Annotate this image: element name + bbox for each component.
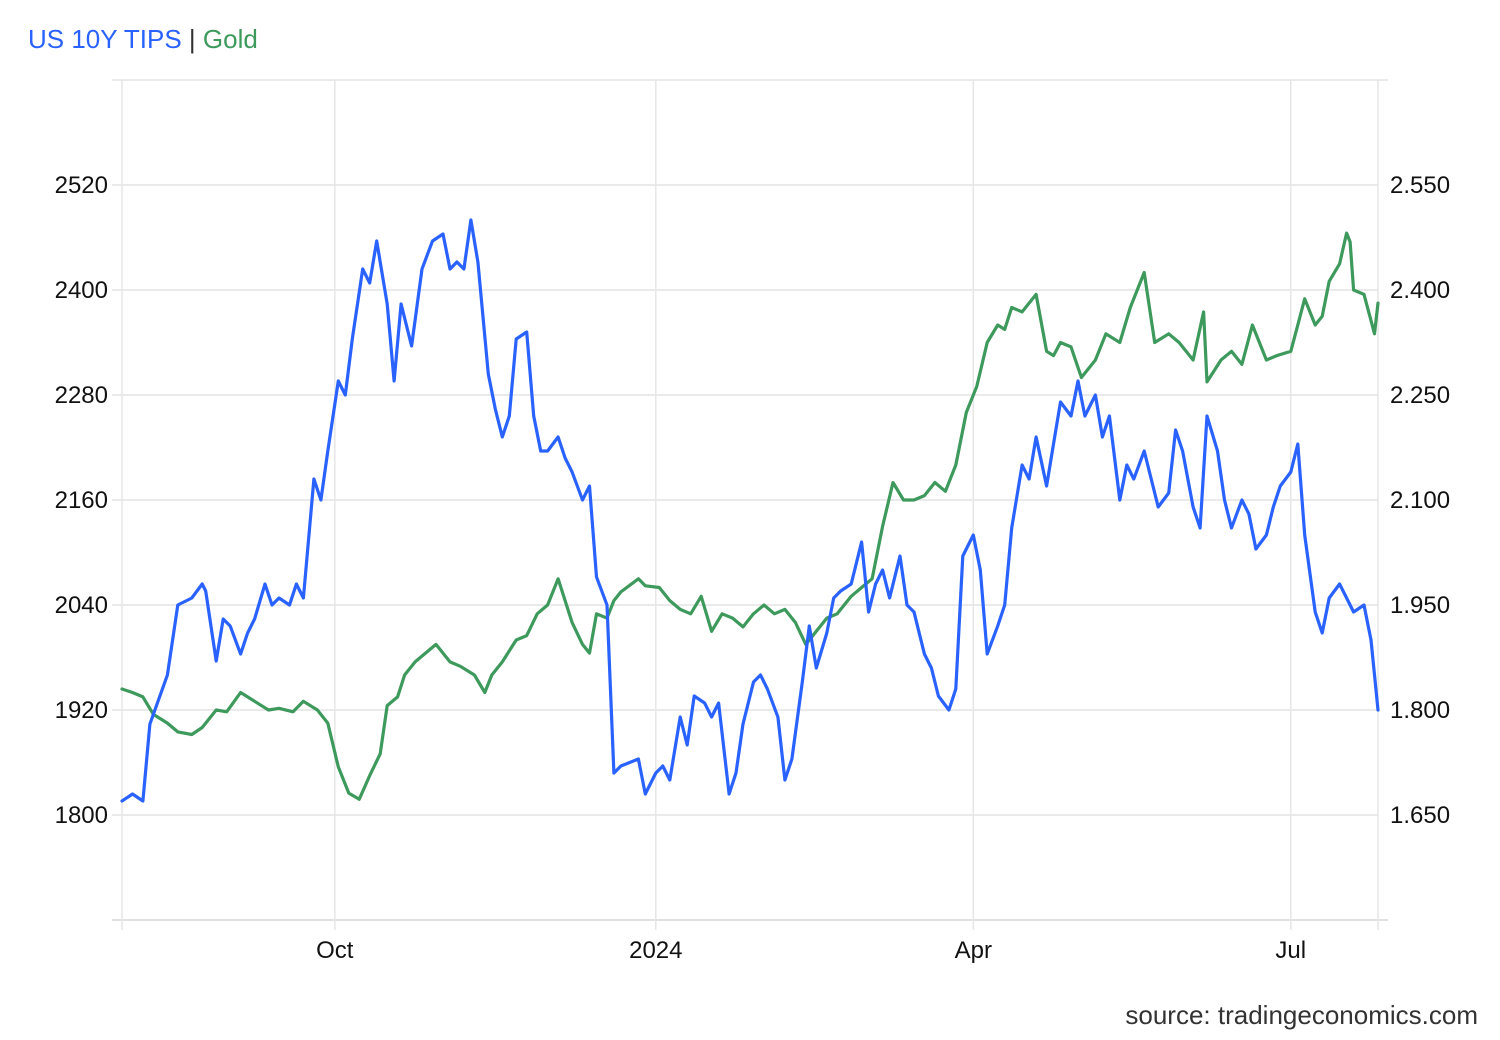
source-label: source: tradingeconomics.com xyxy=(1125,1000,1478,1030)
y-left-tick-label: 2520 xyxy=(55,172,108,199)
series-title-gold: Gold xyxy=(202,24,258,54)
x-tick-label: Oct xyxy=(316,937,354,964)
y-left-tick-label: 2160 xyxy=(55,487,108,514)
y-right-tick-label: 2.250 xyxy=(1390,382,1450,409)
series-line-gold xyxy=(120,231,1380,801)
title-separator: | xyxy=(188,24,196,54)
y-left-tick-label: 2040 xyxy=(55,592,108,619)
y-left-tick-label: 2400 xyxy=(55,277,108,304)
y-left-tick-label: 1800 xyxy=(55,802,108,829)
y-right-tick-label: 1.650 xyxy=(1390,802,1450,829)
x-tick-label: Apr xyxy=(955,937,992,964)
series-line-us-10y-tips xyxy=(120,218,1380,803)
y-right-tick-label: 1.800 xyxy=(1390,697,1450,724)
y-right-tick-label: 1.950 xyxy=(1390,592,1450,619)
y-left-tick-label: 1920 xyxy=(55,697,108,724)
y-right-tick-label: 2.400 xyxy=(1390,277,1450,304)
chart-title: US 10Y TIPS | Gold xyxy=(28,24,258,55)
y-right-tick-label: 2.550 xyxy=(1390,172,1450,199)
x-tick-label: 2024 xyxy=(629,937,682,964)
series-title-tips: US 10Y TIPS xyxy=(28,24,182,54)
y-left-tick-label: 2280 xyxy=(55,382,108,409)
x-tick-label: Jul xyxy=(1275,937,1306,964)
y-right-tick-label: 2.100 xyxy=(1390,487,1450,514)
